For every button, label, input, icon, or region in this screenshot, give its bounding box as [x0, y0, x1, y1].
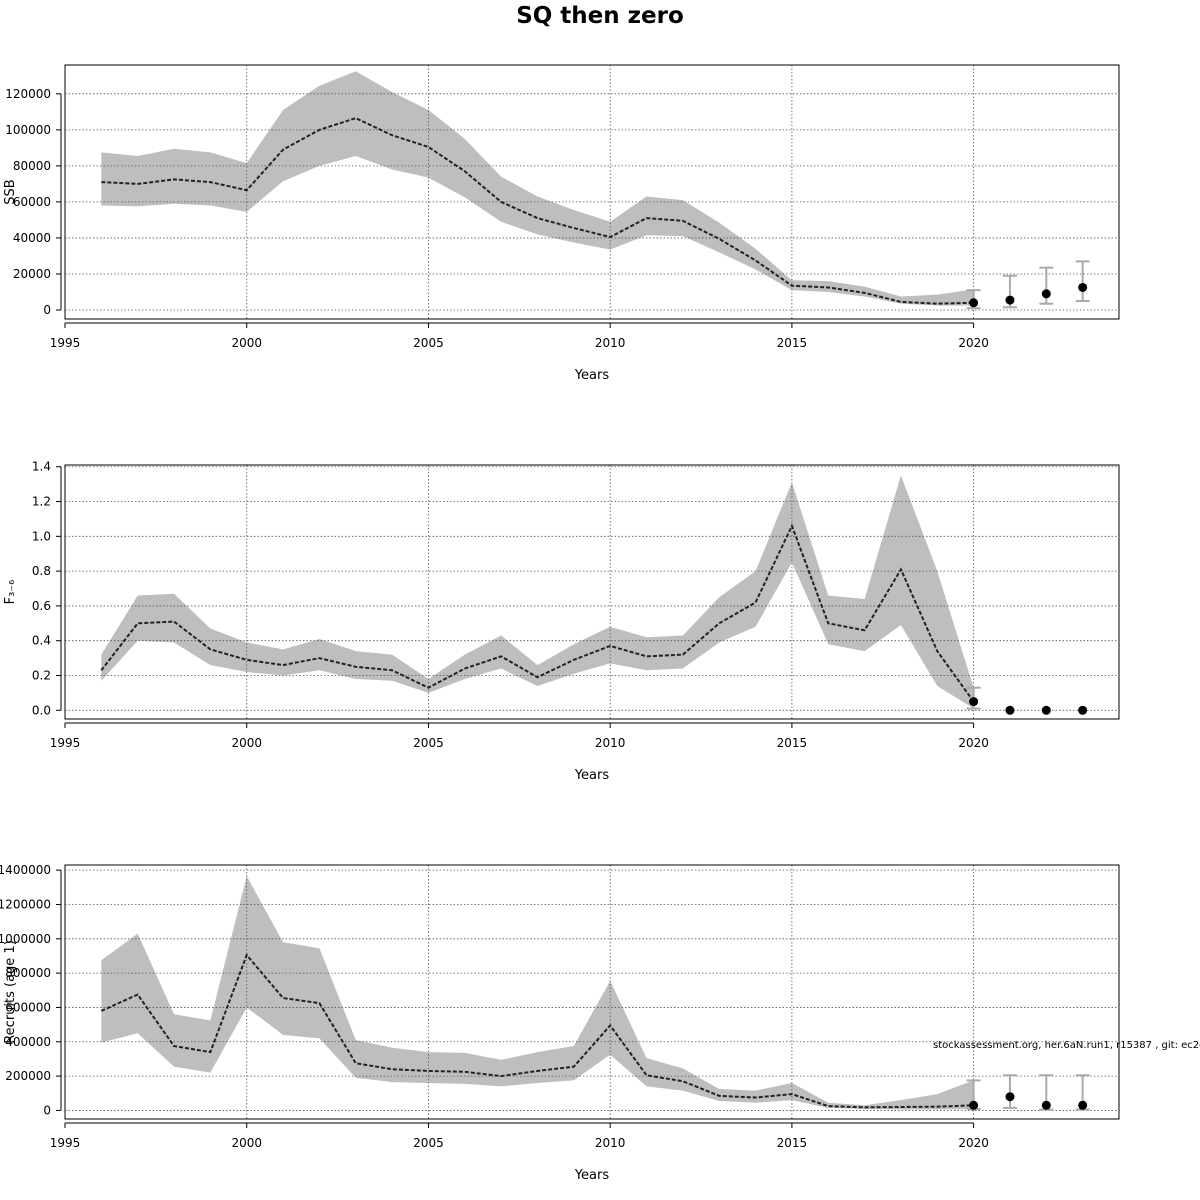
f-y-tick-label: 0.2 — [32, 669, 51, 683]
ssb-panel: 1995 2000 2005 2010 2015 2020 0 20000 40000 60000… — [3, 64, 1120, 383]
ssb-forecast-point — [1005, 295, 1015, 305]
f-x-tick-label: 1995 — [50, 736, 81, 750]
ssb-y-tick-label: 20000 — [13, 267, 51, 281]
f-x-tick-label: 2005 — [413, 736, 444, 750]
recruits-forecast-point — [969, 1100, 979, 1110]
f-forecast-point — [1041, 705, 1051, 715]
chart-title: SQ then zero — [516, 3, 684, 29]
ssb-estimate-line — [101, 117, 974, 305]
ssb-x-tick-label: 2000 — [231, 336, 262, 350]
ssb-y-tick-label: 60000 — [13, 195, 51, 209]
f-confidence-band — [101, 475, 974, 709]
f-y-tick-label: 0.0 — [32, 703, 51, 717]
ssb-x-axis-title: Years — [574, 368, 610, 383]
ssb-forecast-point — [1041, 289, 1051, 299]
ssb-x-tick-label: 2015 — [777, 336, 808, 350]
ssb-x-tick-label: 2010 — [595, 336, 626, 350]
f-estimate-line — [100, 523, 975, 703]
recruits-y-tick-label: 0 — [43, 1103, 51, 1117]
f-y-tick-label: 1.2 — [32, 495, 51, 509]
recruits-y-tick-label: 1000000 — [0, 932, 51, 946]
f-y-tick-label: 0.6 — [32, 599, 51, 613]
f-frame — [64, 464, 1120, 720]
recruits-confidence-band — [101, 876, 974, 1110]
ssb-x-tick-label: 2005 — [413, 336, 444, 350]
f-forecast-point — [969, 697, 979, 707]
recruits-x-tick-label: 2015 — [777, 1136, 808, 1150]
recruits-y-axis-title: Recruits (age 1) — [3, 940, 18, 1044]
recruits-panel: 1995 2000 2005 2010 2015 2020 0 200000 400000 600… — [0, 863, 1120, 1183]
recruits-forecast-point — [1078, 1100, 1088, 1110]
recruits-x-tick-label: 2000 — [231, 1136, 262, 1150]
f-x-axis-title: Years — [574, 768, 610, 783]
footnote: stockassessment.org, her.6aN.run1, r1538… — [933, 1040, 1200, 1051]
recruits-y-tick-label: 1200000 — [0, 897, 51, 911]
recruits-x-axis-title: Years — [574, 1168, 610, 1183]
ssb-y-tick-label: 80000 — [13, 159, 51, 173]
ssb-forecast-point — [1078, 282, 1088, 292]
f-x-tick-label: 2015 — [777, 736, 808, 750]
f-y-tick-label: 0.4 — [32, 634, 51, 648]
recruits-x-tick-label: 1995 — [50, 1136, 81, 1150]
recruits-x-tick-label: 2010 — [595, 1136, 626, 1150]
f-forecast-point — [1078, 705, 1088, 715]
f-forecast-point — [1005, 705, 1015, 715]
recruits-x-tick-label: 2005 — [413, 1136, 444, 1150]
ssb-frame — [64, 64, 1120, 320]
f-panel: 1995 2000 2005 2010 2015 2020 0.0 0.2 0.4 0.6 0.8 1… — [3, 460, 1120, 783]
recruits-y-tick-label: 200000 — [5, 1069, 51, 1083]
ssb-confidence-band — [101, 71, 974, 306]
ssb-y-tick-label: 100000 — [5, 123, 51, 137]
recruits-y-tick-label: 400000 — [5, 1035, 51, 1049]
ssb-x-tick-label: 2020 — [958, 336, 989, 350]
recruits-frame — [64, 864, 1120, 1120]
recruits-forecast-point — [1041, 1100, 1051, 1110]
recruits-forecast-point — [1005, 1092, 1015, 1102]
recruits-x-tick-label: 2020 — [958, 1136, 989, 1150]
ssb-y-tick-label: 0 — [43, 303, 51, 317]
ssb-x-tick-label: 1995 — [50, 336, 81, 350]
f-y-tick-label: 1.0 — [32, 529, 51, 543]
recruits-y-tick-label: 800000 — [5, 966, 51, 980]
f-x-tick-label: 2020 — [958, 736, 989, 750]
f-x-tick-label: 2010 — [595, 736, 626, 750]
f-y-axis-title: F₃₋₆ — [3, 580, 18, 605]
ssb-y-tick-label: 120000 — [5, 87, 51, 101]
ssb-y-tick-label: 40000 — [13, 231, 51, 245]
recruits-estimate-line — [100, 953, 974, 1109]
ssb-y-axis-title: SSB — [3, 179, 18, 204]
ssb-forecast-point — [969, 298, 979, 308]
recruits-y-tick-label: 600000 — [5, 1000, 51, 1014]
f-x-tick-label: 2000 — [231, 736, 262, 750]
f-y-tick-label: 0.8 — [32, 564, 51, 578]
recruits-y-tick-label: 1400000 — [0, 863, 51, 877]
f-y-tick-label: 1.4 — [32, 460, 51, 474]
